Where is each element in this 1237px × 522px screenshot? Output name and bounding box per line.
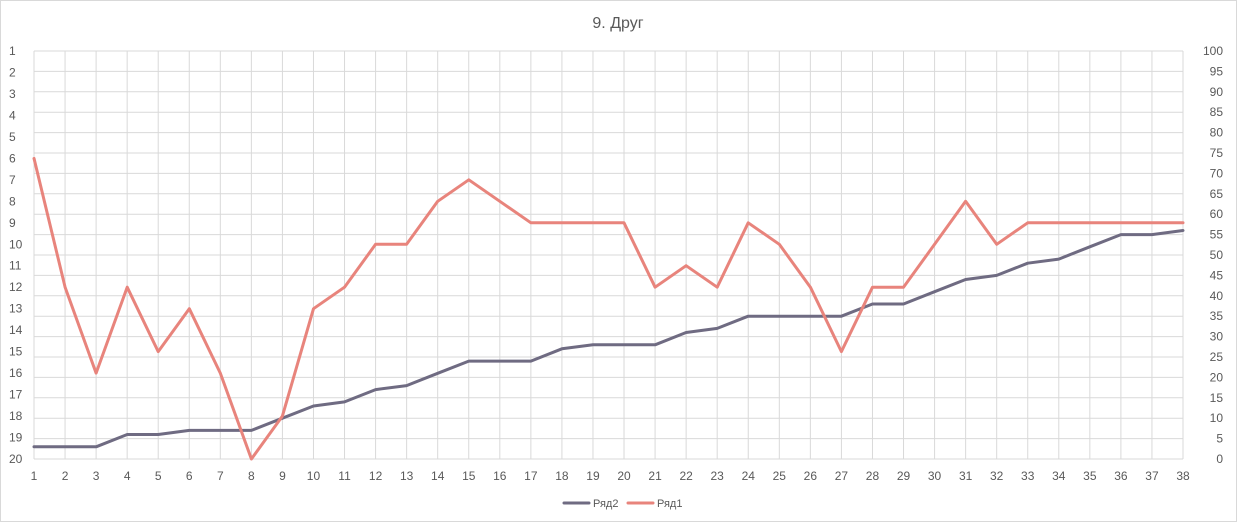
right-axis-tick-label: 100: [1203, 44, 1223, 58]
right-axis-tick-label: 85: [1210, 105, 1224, 119]
left-axis-tick-label: 11: [9, 259, 22, 273]
right-axis-tick-label: 95: [1210, 64, 1224, 78]
left-axis-tick-label: 12: [9, 280, 23, 294]
series-lines: [32, 156, 1185, 461]
x-axis-tick-label: 31: [959, 469, 973, 483]
x-axis-tick-label: 23: [711, 469, 725, 483]
series-line-Ряд1: [32, 156, 1185, 461]
right-axis-tick-label: 5: [1216, 432, 1223, 446]
right-axis-tick-label: 0: [1216, 452, 1223, 466]
right-axis-tick-label: 35: [1210, 309, 1224, 323]
left-axis-tick-label: 13: [9, 302, 23, 316]
left-axis-tick-label: 6: [9, 151, 16, 165]
x-axis-tick-label: 14: [431, 469, 445, 483]
x-axis-tick-label: 22: [679, 469, 693, 483]
left-axis-tick-label: 4: [9, 108, 16, 122]
x-axis-tick-label: 18: [555, 469, 569, 483]
left-axis-tick-label: 9: [9, 216, 16, 230]
x-axis-tick-label: 12: [369, 469, 383, 483]
left-axis-tick-label: 17: [9, 388, 23, 402]
left-axis-tick-label: 1: [9, 44, 16, 58]
x-axis-tick-label: 17: [524, 469, 538, 483]
x-axis-tick-label: 2: [62, 469, 69, 483]
x-axis-tick-label: 33: [1021, 469, 1035, 483]
chart-title: 9. Друг: [592, 15, 643, 32]
right-axis-tick-label: 60: [1210, 207, 1224, 221]
legend: Ряд2 Ряд1: [562, 498, 682, 510]
left-axis-tick-label: 8: [9, 194, 16, 208]
legend-label: Ряд2: [593, 498, 618, 510]
right-axis-tick-label: 55: [1210, 228, 1224, 242]
x-axis-tick-label: 25: [773, 469, 787, 483]
x-axis-tick-label: 24: [742, 469, 756, 483]
x-axis-tick-label: 37: [1145, 469, 1159, 483]
x-axis-tick-label: 20: [617, 469, 631, 483]
x-axis-tick-label: 28: [866, 469, 880, 483]
left-axis-tick-label: 20: [9, 452, 23, 466]
x-axis-tick-label: 26: [804, 469, 818, 483]
x-axis-tick-label: 30: [928, 469, 942, 483]
right-axis-tick-label: 80: [1210, 126, 1224, 140]
x-axis-tick-label: 15: [462, 469, 476, 483]
x-axis-tick-label: 3: [93, 469, 100, 483]
x-axis-tick-label: 5: [155, 469, 162, 483]
right-axis-tick-label: 65: [1210, 187, 1224, 201]
left-axis-tick-label: 7: [9, 173, 16, 187]
right-axis-tick-label: 90: [1210, 85, 1224, 99]
x-axis-tick-label: 7: [217, 469, 224, 483]
gridlines: [33, 50, 1184, 460]
x-axis-tick-label: 34: [1052, 469, 1066, 483]
x-axis-tick-label: 21: [648, 469, 662, 483]
x-axis-tick-label: 11: [338, 469, 351, 483]
right-axis-ticks: 0 5 10 15 20 25 30 35 40 45 50 55 60 65 70 75 80 85 90 95 10…: [1203, 44, 1223, 466]
right-axis-tick-label: 70: [1210, 166, 1224, 180]
left-axis-tick-label: 5: [9, 130, 16, 144]
x-axis-tick-label: 29: [897, 469, 911, 483]
right-axis-tick-label: 40: [1210, 289, 1224, 303]
left-axis-tick-label: 19: [9, 431, 23, 445]
right-axis-tick-label: 45: [1210, 268, 1224, 282]
x-axis-tick-label: 6: [186, 469, 193, 483]
x-axis-tick-label: 19: [586, 469, 600, 483]
right-axis-tick-label: 30: [1210, 330, 1224, 344]
left-axis-tick-label: 14: [9, 323, 23, 337]
x-axis-tick-label: 8: [248, 469, 255, 483]
x-axis-tick-label: 27: [835, 469, 849, 483]
left-axis-tick-label: 18: [9, 409, 23, 423]
x-axis-tick-label: 38: [1176, 469, 1190, 483]
x-axis-tick-label: 9: [279, 469, 286, 483]
x-axis-tick-label: 13: [400, 469, 414, 483]
right-axis-tick-label: 50: [1210, 248, 1224, 262]
x-axis-tick-label: 35: [1083, 469, 1097, 483]
left-axis-tick-label: 3: [9, 87, 16, 101]
left-axis-tick-label: 10: [9, 237, 23, 251]
series-line-Ряд2: [32, 229, 1185, 449]
x-axis-tick-label: 4: [124, 469, 131, 483]
right-axis-tick-label: 10: [1210, 411, 1224, 425]
x-axis-tick-label: 16: [493, 469, 507, 483]
right-axis-tick-label: 20: [1210, 370, 1224, 384]
right-axis-tick-label: 25: [1210, 350, 1224, 364]
x-axis-tick-label: 32: [990, 469, 1004, 483]
x-axis-ticks: 1 2 3 4 5 6 7 8 9 10 11 12 13 14 15 16 17 18 19 20 21 22 23 24 2…: [31, 469, 1190, 483]
legend-label: Ряд1: [657, 498, 682, 510]
left-axis-tick-label: 16: [9, 366, 23, 380]
x-axis-tick-label: 36: [1114, 469, 1128, 483]
left-axis-tick-label: 15: [9, 345, 23, 359]
left-axis-tick-label: 2: [9, 65, 16, 79]
x-axis-tick-label: 10: [307, 469, 321, 483]
x-axis-tick-label: 1: [31, 469, 38, 483]
right-axis-tick-label: 15: [1210, 391, 1224, 405]
right-axis-tick-label: 75: [1210, 146, 1224, 160]
